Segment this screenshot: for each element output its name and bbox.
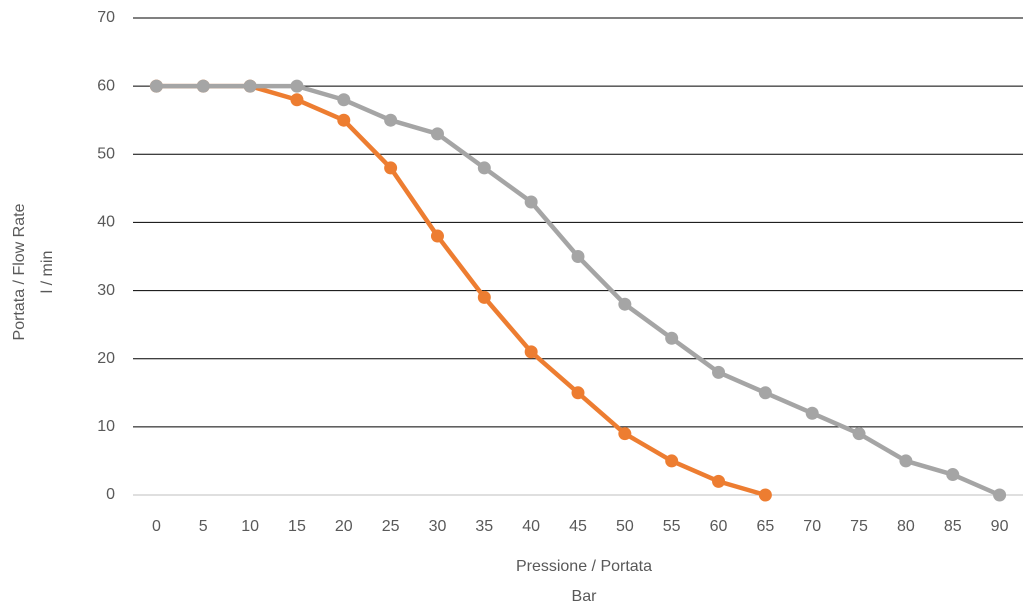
y-axis-title: l / min xyxy=(39,251,56,294)
x-tick-label: 55 xyxy=(663,518,681,535)
x-tick-label: 15 xyxy=(288,518,306,535)
data-point xyxy=(196,79,210,93)
y-tick-label: 20 xyxy=(97,350,115,367)
data-point xyxy=(758,488,772,502)
y-tick-label: 30 xyxy=(97,282,115,299)
data-point xyxy=(899,454,913,468)
data-point xyxy=(243,79,257,93)
x-tick-label: 35 xyxy=(475,518,493,535)
x-axis-title: Pressione / Portata xyxy=(516,558,652,575)
x-tick-label: 65 xyxy=(756,518,774,535)
x-tick-label: 20 xyxy=(335,518,353,535)
y-axis-title: Portata / Flow Rate xyxy=(11,203,28,340)
x-tick-label: 70 xyxy=(803,518,821,535)
series-line xyxy=(156,83,766,498)
x-tick-label: 0 xyxy=(152,518,161,535)
data-point xyxy=(290,79,304,93)
data-point xyxy=(571,386,585,400)
data-point xyxy=(337,113,351,127)
x-tick-label: 50 xyxy=(616,518,634,535)
data-point xyxy=(477,161,491,175)
y-tick-label: 10 xyxy=(97,418,115,435)
data-point xyxy=(665,331,679,345)
data-point xyxy=(712,474,726,488)
x-tick-label: 10 xyxy=(241,518,259,535)
x-tick-label: 30 xyxy=(429,518,447,535)
data-point xyxy=(430,127,444,141)
y-tick-label: 60 xyxy=(97,77,115,94)
y-tick-label: 70 xyxy=(97,9,115,26)
data-point xyxy=(477,290,491,304)
x-tick-label: 5 xyxy=(199,518,208,535)
data-point xyxy=(618,427,632,441)
data-point xyxy=(946,468,960,482)
data-point xyxy=(290,93,304,107)
x-tick-label: 60 xyxy=(710,518,728,535)
data-point xyxy=(149,79,163,93)
x-tick-label: 45 xyxy=(569,518,587,535)
x-tick-label: 80 xyxy=(897,518,915,535)
data-point xyxy=(712,365,726,379)
x-tick-label: 40 xyxy=(522,518,540,535)
x-tick-label: 90 xyxy=(991,518,1009,535)
data-point xyxy=(665,454,679,468)
data-point xyxy=(758,386,772,400)
y-tick-label: 50 xyxy=(97,146,115,163)
data-point xyxy=(430,229,444,243)
y-tick-label: 40 xyxy=(97,214,115,231)
x-tick-label: 75 xyxy=(850,518,868,535)
x-tick-label: 25 xyxy=(382,518,400,535)
data-point xyxy=(384,113,398,127)
x-axis-title: Bar xyxy=(572,588,598,605)
data-point xyxy=(571,250,585,263)
data-point xyxy=(337,93,351,107)
data-point xyxy=(524,195,538,209)
data-point xyxy=(993,488,1007,502)
data-point xyxy=(384,161,398,175)
y-tick-label: 0 xyxy=(106,486,115,503)
data-point xyxy=(618,297,632,311)
data-point xyxy=(805,406,819,420)
data-point xyxy=(524,345,538,359)
data-point xyxy=(852,427,866,441)
x-tick-label: 85 xyxy=(944,518,962,535)
